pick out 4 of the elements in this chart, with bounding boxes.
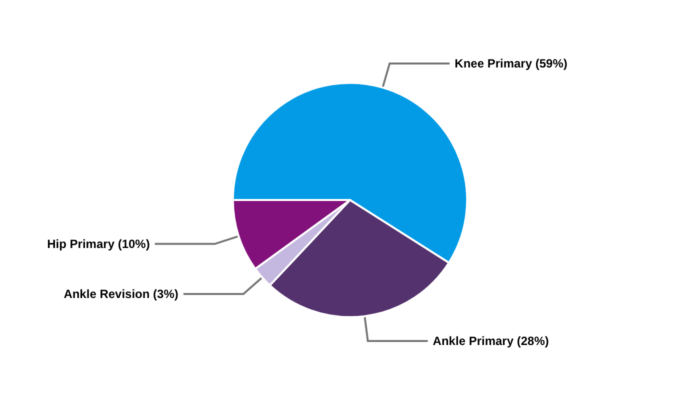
slice-label: Ankle Primary (28%) <box>432 334 549 348</box>
slice-label: Ankle Revision (3%) <box>64 286 178 301</box>
slice-label: Hip Primary (10%) <box>47 236 150 251</box>
slice-label: Knee Primary (59%) <box>454 56 568 71</box>
